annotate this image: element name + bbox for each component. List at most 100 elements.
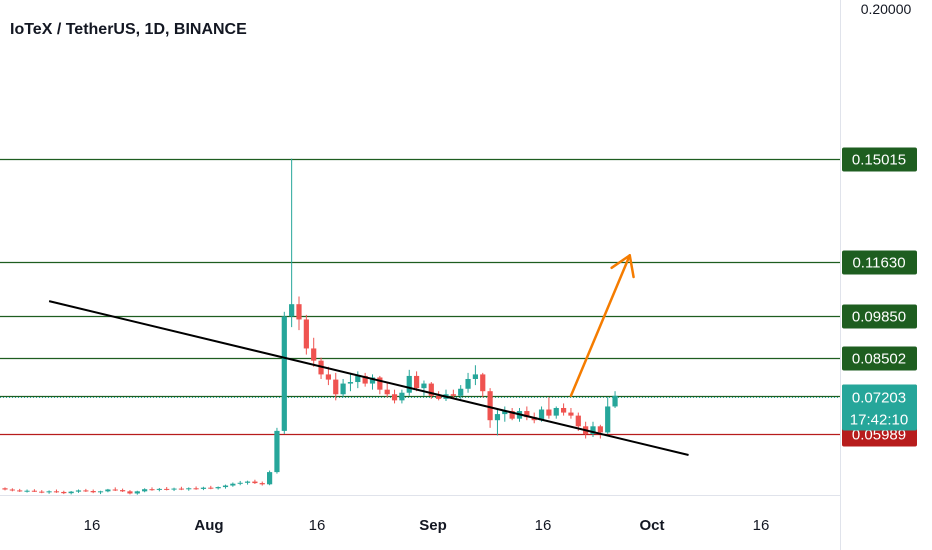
countdown-timer: 17:42:10: [850, 412, 908, 429]
x-tick-labels: 16 Aug 16 Sep 16 Oct 16: [84, 517, 770, 534]
candle-83: [612, 391, 618, 408]
candle-1: [9, 488, 15, 492]
candle-20: [149, 487, 155, 491]
candle-68: [502, 406, 508, 422]
candle-67: [494, 409, 501, 436]
svg-text:0.15015: 0.15015: [852, 152, 906, 169]
candle-9: [68, 491, 74, 495]
candle-36: [267, 470, 273, 486]
candle-69: [509, 407, 515, 421]
candle-35: [259, 481, 265, 486]
candle-57: [421, 380, 427, 396]
candle-52: [384, 382, 390, 398]
candle-5: [39, 490, 45, 494]
candle-7: [53, 489, 60, 493]
candle-65: [480, 372, 486, 398]
candle-28: [208, 485, 214, 490]
svg-text:0.09850: 0.09850: [852, 309, 906, 326]
candle-50: [369, 374, 376, 390]
candle-38: [281, 311, 287, 434]
candle-51: [377, 375, 383, 395]
horizontal-levels: [0, 158, 840, 436]
candle-32: [237, 480, 243, 486]
x-tick-label: Sep: [419, 517, 447, 534]
candle-17: [127, 490, 133, 495]
candle-64: [472, 365, 478, 386]
candle-26: [193, 486, 199, 490]
candle-58: [428, 382, 434, 399]
candle-44: [325, 366, 331, 386]
candle-53: [391, 389, 398, 404]
candle-61: [450, 389, 456, 399]
candle-40: [296, 296, 302, 331]
candle-43: [318, 357, 324, 379]
candle-74: [546, 397, 552, 419]
current-price-value: 0.07203: [852, 390, 906, 407]
candle-19: [142, 488, 148, 493]
level-label-0: 0.15015: [842, 147, 917, 172]
candle-25: [186, 487, 192, 491]
candle-41: [303, 314, 309, 355]
candle-46: [340, 378, 346, 398]
candle-31: [230, 482, 236, 487]
candle-14: [105, 488, 111, 493]
candle-55: [406, 369, 412, 396]
candle-3: [24, 489, 30, 493]
candle-82: [605, 397, 611, 434]
candle-75: [553, 406, 559, 419]
candle-49: [362, 372, 368, 387]
candle-24: [178, 486, 184, 491]
candle-29: [215, 486, 221, 490]
level-label-2: 0.09850: [842, 304, 917, 329]
candle-80: [590, 421, 596, 437]
svg-text:0.08502: 0.08502: [852, 351, 906, 368]
candle-11: [83, 488, 89, 492]
candle-18: [134, 490, 140, 495]
candle-2: [17, 488, 23, 492]
candle-34: [252, 479, 258, 485]
candle-56: [414, 371, 420, 392]
svg-text:0.11630: 0.11630: [852, 255, 905, 272]
candle-81: [597, 424, 603, 439]
price-labels: 0.150150.116300.098500.085020.072360.059…: [842, 147, 917, 447]
candle-63: [465, 372, 471, 393]
candle-39: [289, 158, 295, 328]
x-tick-label: 16: [84, 517, 101, 534]
candle-42: [311, 337, 317, 367]
candle-62: [458, 385, 464, 399]
level-label-3: 0.08502: [842, 346, 917, 371]
candle-77: [568, 407, 574, 419]
x-tick-label: 16: [535, 517, 552, 534]
candle-13: [97, 490, 104, 495]
drawings: [48, 254, 689, 456]
candle-12: [90, 489, 96, 494]
candle-4: [31, 489, 37, 492]
axes: 0.20000: [0, 0, 912, 550]
candle-8: [61, 490, 67, 495]
candle-48: [355, 371, 361, 389]
candle-76: [561, 403, 567, 416]
trendline: [48, 300, 689, 456]
x-tick-label: 16: [309, 517, 326, 534]
candle-54: [399, 389, 405, 404]
y-top-label: 0.20000: [861, 1, 912, 17]
projection-arrow: [569, 254, 635, 398]
candle-0: [2, 487, 8, 491]
x-tick-label: Oct: [639, 517, 664, 534]
x-tick-label: Aug: [194, 517, 223, 534]
candle-33: [244, 480, 251, 485]
candle-23: [171, 487, 177, 492]
candle-15: [112, 487, 118, 492]
candle-6: [46, 490, 52, 494]
chart-title: IoTeX / TetherUS, 1D, BINANCE: [10, 21, 247, 38]
candle-71: [524, 406, 530, 421]
current-price-label: 0.07203 17:42:10: [842, 384, 917, 431]
x-tick-label: 16: [753, 517, 770, 534]
candle-30: [222, 484, 229, 489]
candle-16: [120, 488, 126, 492]
level-label-1: 0.11630: [842, 250, 917, 275]
candle-45: [333, 372, 339, 401]
candle-47: [347, 372, 354, 392]
